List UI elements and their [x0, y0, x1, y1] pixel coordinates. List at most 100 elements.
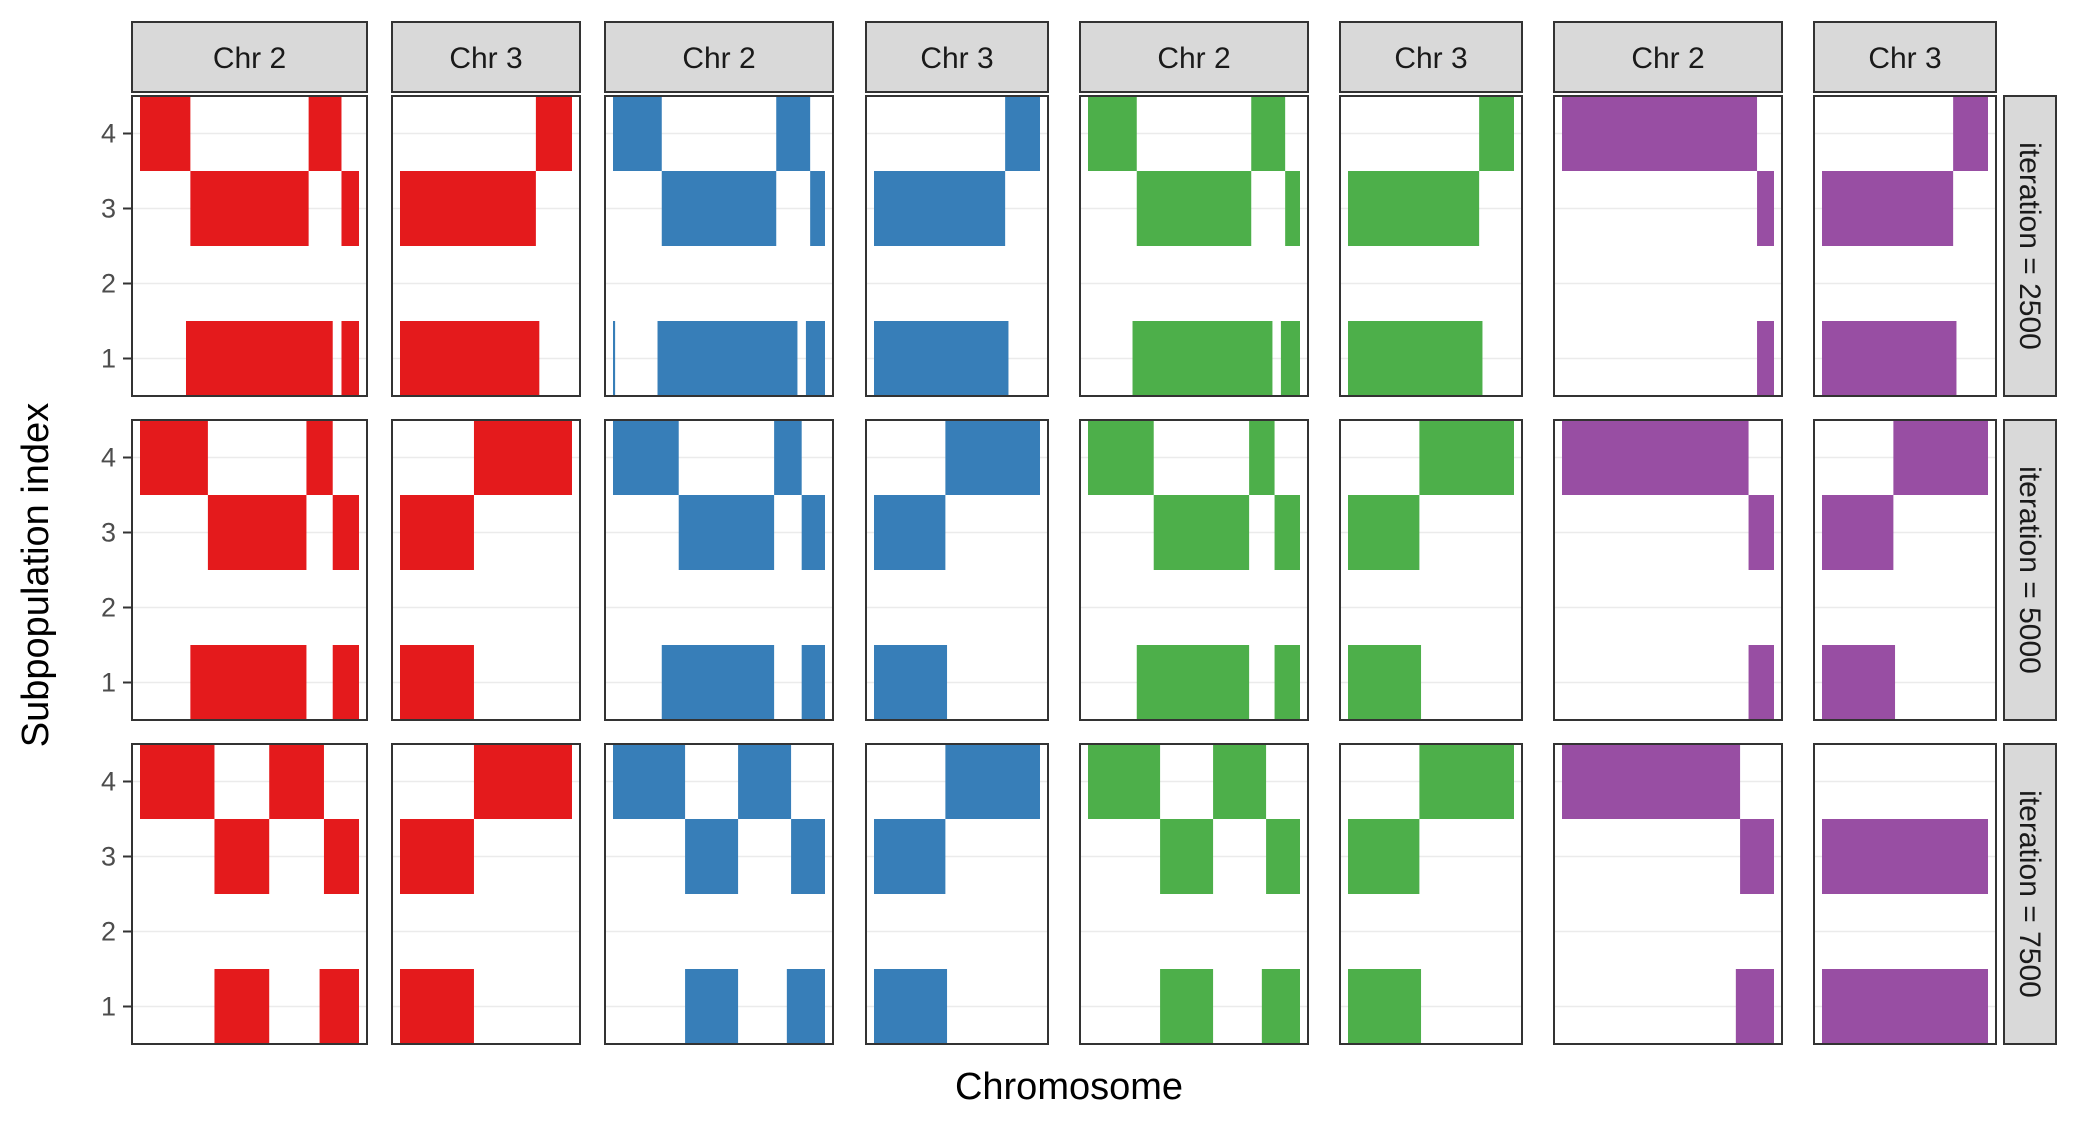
segment-bar: [685, 969, 739, 1044]
panel-border: [131, 743, 368, 1045]
segment-bar: [805, 321, 825, 396]
segment-bar: [1348, 969, 1422, 1044]
segment-bar: [1562, 96, 1758, 171]
segment-bar: [1088, 744, 1161, 819]
panel-border: [865, 743, 1049, 1045]
segment-bar: [1419, 744, 1514, 819]
y-tick-label: 1: [101, 668, 116, 698]
segment-bar: [341, 171, 359, 246]
segment-bar: [1562, 420, 1749, 495]
segment-bar: [332, 495, 359, 570]
segment-bar: [1251, 96, 1286, 171]
facet-panel: [604, 419, 834, 721]
segment-bar: [874, 969, 948, 1044]
y-tick-label: 4: [101, 443, 116, 473]
panel-border: [1339, 419, 1523, 721]
facet-panel: [1079, 743, 1309, 1045]
segment-bar: [1088, 420, 1154, 495]
column-strip-label: Chr 2: [213, 42, 286, 75]
segment-bar: [801, 495, 825, 570]
y-tick-label: 4: [101, 119, 116, 149]
row-strip-label: iteration = 7500: [2013, 790, 2046, 998]
column-strip-label: Chr 3: [920, 42, 993, 75]
column-strips: Chr 2 Chr 3 Chr 2 Chr 3 Chr 2 Chr 3 Chr 2 Chr 3: [131, 21, 1997, 93]
segment-bar: [319, 969, 359, 1044]
segment-bar: [738, 744, 792, 819]
facet-panel: [604, 743, 834, 1045]
panel-border: [604, 419, 834, 721]
facet-panel: [1813, 95, 1997, 397]
panel-border: [1553, 95, 1783, 397]
segment-bar: [1822, 819, 1988, 894]
facet-panel: [1339, 419, 1523, 721]
row-strip-box: [2003, 743, 2057, 1045]
panel-border: [391, 419, 581, 721]
segment-bar: [1748, 645, 1774, 720]
segment-bar: [1348, 495, 1420, 570]
column-strip-box: [1553, 21, 1783, 93]
facet-panel: [1553, 419, 1783, 721]
column-strip-label: Chr 2: [1157, 42, 1230, 75]
column-strip-box: [131, 21, 368, 93]
segment-bar: [1348, 819, 1420, 894]
segment-bar: [661, 171, 777, 246]
facet-panel: [1553, 743, 1783, 1045]
panel-border: [1813, 419, 1997, 721]
panel-border: [604, 95, 834, 397]
facet-panel: [1079, 95, 1309, 397]
segment-bar: [801, 645, 825, 720]
segment-bar: [269, 744, 324, 819]
facet-panel: [865, 743, 1049, 1045]
panel-grid: [131, 95, 1997, 1045]
column-strip-box: [391, 21, 581, 93]
segment-bar: [400, 495, 474, 570]
facet-panel: [1553, 95, 1783, 397]
facet-panel: [604, 95, 834, 397]
segment-bar: [1748, 495, 1774, 570]
segment-bar: [776, 96, 811, 171]
segment-bar: [1479, 96, 1514, 171]
facet-panel: [865, 95, 1049, 397]
segment-bar: [874, 495, 946, 570]
segment-bar: [613, 420, 679, 495]
segment-bar: [1136, 171, 1252, 246]
facet-panel: [391, 743, 581, 1045]
y-axis-title: Subpopulation index: [15, 403, 57, 747]
column-strip-box: [1339, 21, 1523, 93]
segment-bar: [400, 321, 540, 396]
segment-bar: [613, 744, 686, 819]
segment-bar: [1822, 495, 1894, 570]
segment-bar: [1822, 969, 1988, 1044]
segment-bar: [207, 495, 307, 570]
segment-bar: [1419, 420, 1514, 495]
segment-bar: [1757, 321, 1774, 396]
segment-bar: [1893, 420, 1988, 495]
facet-panel: [391, 95, 581, 397]
segment-bar: [1740, 819, 1774, 894]
panel-border: [1813, 95, 1997, 397]
segment-bar: [945, 744, 1040, 819]
segment-bar: [874, 819, 946, 894]
facet-panel: [1339, 743, 1523, 1045]
segment-bar: [400, 819, 474, 894]
segment-bar: [473, 744, 572, 819]
segment-bar: [1757, 171, 1774, 246]
panel-border: [604, 743, 834, 1045]
panel-border: [131, 419, 368, 721]
segment-bar: [1348, 321, 1483, 396]
y-tick-label: 3: [101, 842, 116, 872]
segment-bar: [214, 969, 270, 1044]
panel-border: [1553, 743, 1783, 1045]
y-tick-label: 2: [101, 269, 116, 299]
panel-border: [391, 743, 581, 1045]
segment-bar: [400, 171, 536, 246]
segment-bar: [678, 495, 775, 570]
panel-border: [865, 419, 1049, 721]
segment-bar: [1822, 645, 1896, 720]
x-axis-title: Chromosome: [955, 1066, 1183, 1108]
row-strip-box: [2003, 419, 2057, 721]
segment-bar: [323, 819, 359, 894]
segment-bar: [786, 969, 825, 1044]
panel-border: [131, 95, 368, 397]
